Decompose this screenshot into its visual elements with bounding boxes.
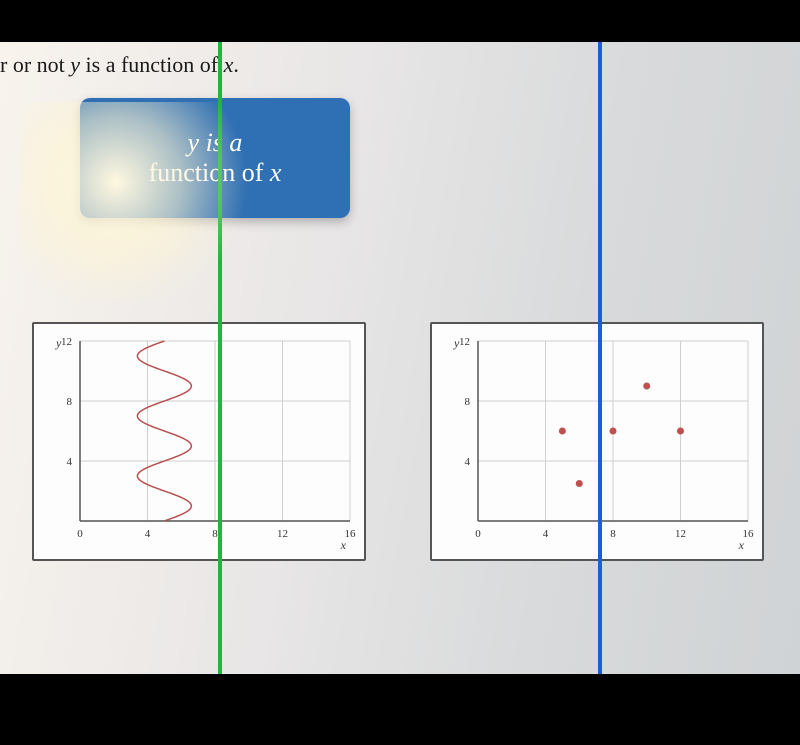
q-prefix: r or not <box>0 52 70 77</box>
answer-line1: y is a <box>188 128 243 158</box>
chart-right: 04812164812yx <box>430 322 764 561</box>
answer-x-italic: x <box>270 158 282 187</box>
scatter-point <box>610 428 617 435</box>
svg-text:8: 8 <box>610 528 616 540</box>
svg-text:12: 12 <box>675 528 686 540</box>
svg-text:4: 4 <box>465 456 471 468</box>
vertical-line-green <box>218 42 222 674</box>
svg-text:x: x <box>340 538 347 552</box>
page: r or not y is a function of x. y is a fu… <box>0 42 800 674</box>
svg-text:y: y <box>453 336 460 350</box>
q-suffix: . <box>233 52 239 77</box>
svg-text:x: x <box>738 538 745 552</box>
letterbox-top <box>0 0 800 42</box>
q-var-x: x <box>224 52 234 77</box>
svg-text:12: 12 <box>459 336 470 348</box>
answer-y-italic: y <box>188 128 200 157</box>
svg-text:12: 12 <box>61 336 72 348</box>
chart-left: 04812164812yx <box>32 322 366 561</box>
question-text: r or not y is a function of x. <box>0 52 239 78</box>
scatter-point <box>559 428 566 435</box>
sine-curve <box>137 341 191 521</box>
svg-text:16: 16 <box>345 528 357 540</box>
svg-text:0: 0 <box>475 528 481 540</box>
q-var-y: y <box>70 52 80 77</box>
svg-text:8: 8 <box>67 396 73 408</box>
svg-text:4: 4 <box>67 456 73 468</box>
scatter-point <box>677 428 684 435</box>
svg-text:16: 16 <box>743 528 755 540</box>
vertical-line-blue <box>598 42 602 674</box>
scatter-point <box>576 480 583 487</box>
q-mid: is a function of <box>80 52 224 77</box>
letterbox-bottom <box>0 674 800 745</box>
svg-text:8: 8 <box>465 396 471 408</box>
svg-text:4: 4 <box>145 528 151 540</box>
svg-text:4: 4 <box>543 528 549 540</box>
scatter-point <box>643 383 650 390</box>
svg-text:12: 12 <box>277 528 288 540</box>
answer-line2: function of x <box>149 158 282 188</box>
svg-text:0: 0 <box>77 528 83 540</box>
answer-card[interactable]: y is a function of x <box>80 98 350 218</box>
svg-text:y: y <box>55 336 62 350</box>
